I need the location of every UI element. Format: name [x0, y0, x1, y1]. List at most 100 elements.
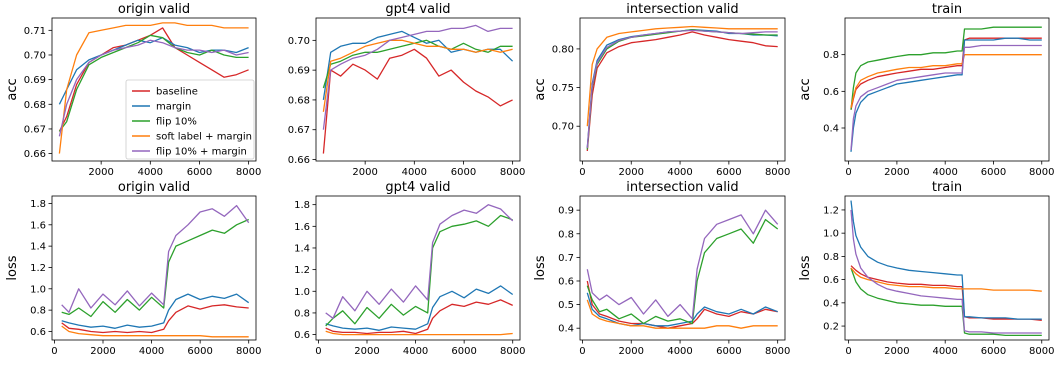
series-line-margin: [586, 292, 778, 327]
series-group: [58, 22, 249, 154]
chart-title: intersection valid: [626, 180, 738, 195]
series-line-flip-10-margin: [325, 204, 514, 319]
chart-title: gpt4 valid: [385, 180, 450, 195]
series-line-flip-10-margin: [850, 44, 1042, 151]
y-tick-label: 1.8: [30, 199, 46, 210]
y-tick-label: 0.71: [24, 26, 46, 37]
x-tick-label: 0: [51, 346, 57, 357]
x-tick-label: 0: [579, 346, 585, 357]
y-tick-label: 0.4: [823, 124, 839, 135]
chart-panel-7: 0 2000 4000 6000 8000 0.4 0.5 0.6 0.7 0.8 0.9 inter…: [533, 180, 790, 357]
x-tick-label: 0: [845, 167, 851, 178]
series-line-margin: [61, 293, 250, 329]
axes-frame: [844, 17, 1050, 162]
x-tick-label: 6000: [716, 346, 741, 357]
legend-label: flip 10%: [156, 117, 197, 128]
series-line-flip-10-: [325, 214, 513, 327]
chart-title: intersection valid: [626, 2, 738, 17]
y-tick-label: 0.8: [823, 252, 839, 263]
x-tick-label: 8000: [765, 167, 790, 178]
y-tick-label: 0.80: [552, 44, 574, 55]
x-tick-label: 4000: [932, 167, 957, 178]
chart-panel-3: 0 2000 4000 6000 8000 0.70 0.75 0.80 intersectio…: [533, 2, 790, 178]
y-tick-label: 0.67: [24, 124, 46, 135]
y-axis-label: acc: [5, 78, 20, 100]
y-tick-label: 1.0: [823, 229, 839, 240]
chart-panel-2: 2000 4000 6000 8000 0.66 0.67 0.68 0.69 0.70 gpt4…: [288, 2, 526, 178]
x-tick-label: 8000: [500, 167, 525, 178]
series-line-margin: [58, 37, 249, 105]
x-tick-label: 0: [315, 346, 321, 357]
chart-title: train: [932, 180, 962, 195]
y-tick-label: 0.4: [558, 324, 574, 335]
axes-frame: [51, 17, 257, 162]
x-tick-label: 6000: [187, 346, 212, 357]
y-tick-label: 0.66: [288, 155, 310, 166]
y-tick-label: 1.4: [294, 243, 310, 254]
x-tick-label: 4000: [932, 346, 957, 357]
series-line-flip-10-: [850, 26, 1042, 110]
x-tick-label: 4000: [403, 346, 428, 357]
y-axis-label: acc: [533, 78, 548, 100]
y-tick-label: 0.7: [558, 253, 574, 264]
series-line-flip-10-: [586, 218, 779, 325]
series-line-baseline: [586, 280, 778, 329]
y-tick-label: 0.8: [294, 308, 310, 319]
y-tick-label: 0.6: [294, 330, 310, 341]
series-line-flip-10-: [61, 218, 249, 318]
x-tick-label: 6000: [187, 167, 212, 178]
x-tick-label: 4000: [139, 346, 164, 357]
series-line-flip-10-margin: [322, 24, 513, 130]
series-line-flip-10-margin: [61, 204, 250, 313]
series-line-baseline: [325, 299, 513, 335]
y-tick-label: 0.66: [24, 149, 46, 160]
y-tick-label: 0.5: [558, 300, 574, 311]
x-tick-label: 6000: [451, 346, 476, 357]
axes-frame: [315, 195, 521, 341]
y-axis-label: acc: [798, 78, 813, 100]
legend: baseline margin flip 10% soft label + margi…: [125, 79, 255, 160]
series-line-baseline: [850, 37, 1042, 110]
series-line-soft-label-margin: [61, 325, 249, 338]
y-axis-label: loss: [798, 255, 813, 280]
y-tick-label: 1.0: [30, 284, 46, 295]
y-axis-label: loss: [533, 255, 548, 280]
series-line-soft-label-margin: [322, 39, 513, 112]
axes-frame: [315, 17, 521, 162]
y-tick-label: 0.2: [823, 322, 839, 333]
y-tick-label: 0.8: [30, 306, 46, 317]
chart-title: origin valid: [118, 2, 190, 17]
y-tick-label: 1.4: [30, 242, 46, 253]
y-tick-label: 0.4: [823, 298, 839, 309]
y-tick-label: 0.9: [558, 206, 574, 217]
y-tick-label: 0.69: [24, 75, 46, 86]
axes-frame: [844, 195, 1050, 341]
x-tick-label: 2000: [884, 346, 909, 357]
x-tick-label: 0: [845, 346, 851, 357]
axes-frame: [51, 195, 257, 341]
x-tick-label: 2000: [619, 346, 644, 357]
y-tick-label: 0.75: [552, 83, 574, 94]
y-tick-label: 1.8: [294, 200, 310, 211]
series-group: [586, 25, 778, 152]
x-tick-label: 8000: [236, 167, 261, 178]
y-tick-label: 0.6: [30, 327, 46, 338]
series-line-margin: [586, 28, 778, 148]
x-tick-label: 8000: [1029, 346, 1054, 357]
x-tick-label: 6000: [716, 167, 741, 178]
x-tick-label: 2000: [884, 167, 909, 178]
y-tick-label: 1.6: [30, 220, 46, 231]
series-line-flip-10-margin: [58, 39, 249, 137]
series-group: [322, 24, 514, 154]
y-tick-label: 0.8: [558, 229, 574, 240]
chart-title: train: [932, 2, 962, 17]
x-tick-label: 4000: [667, 167, 692, 178]
series-line-soft-label-margin: [586, 299, 778, 329]
y-tick-label: 0.6: [823, 275, 839, 286]
chart-panel-6: 0 2000 4000 6000 8000 0.6 0.8 1.0 1.2 1.4 1.6 1.8 gp…: [294, 180, 525, 357]
y-tick-label: 1.0: [294, 287, 310, 298]
x-tick-label: 2000: [352, 167, 377, 178]
x-tick-label: 0: [579, 167, 585, 178]
series-line-flip-10-: [850, 267, 1042, 337]
